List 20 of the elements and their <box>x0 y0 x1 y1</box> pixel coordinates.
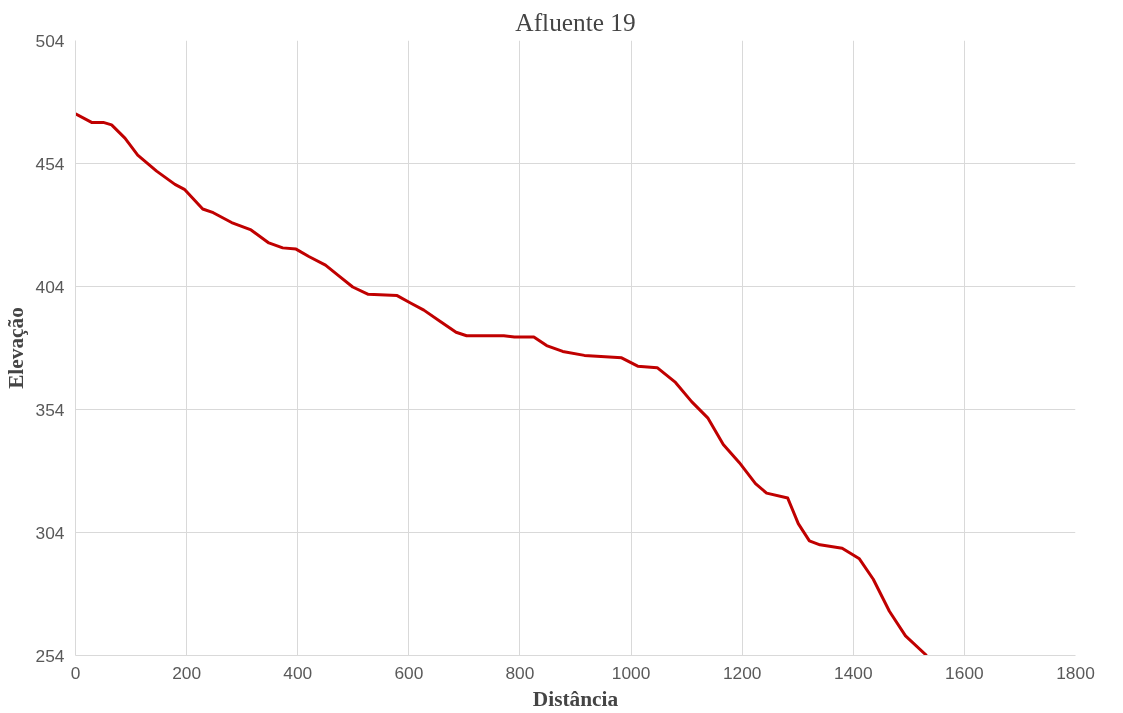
chart-title: Afluente 19 <box>515 7 636 36</box>
y-tick-label: 304 <box>35 522 65 543</box>
x-tick-label: 800 <box>505 662 535 683</box>
x-tick-label: 400 <box>283 662 313 683</box>
x-tick-label: 1800 <box>1056 662 1095 683</box>
y-tick-label: 254 <box>35 645 65 666</box>
x-tick-label: 0 <box>70 662 81 683</box>
y-tick-label: 354 <box>35 399 65 420</box>
y-tick-label: 454 <box>35 153 65 174</box>
line-series <box>75 112 929 656</box>
y-axis-title: Elevação <box>3 307 28 389</box>
x-tick-label: 1400 <box>834 662 873 683</box>
x-tick-label: 1200 <box>722 662 762 683</box>
x-tick-label: 200 <box>172 662 202 683</box>
y-tick-label: 404 <box>35 276 65 297</box>
x-tick-label: 1000 <box>611 662 651 683</box>
x-axis-title: Distância <box>532 686 619 711</box>
y-tick-label: 504 <box>35 30 65 51</box>
x-tick-label: 1600 <box>945 662 984 683</box>
x-tick-label: 600 <box>394 662 424 683</box>
